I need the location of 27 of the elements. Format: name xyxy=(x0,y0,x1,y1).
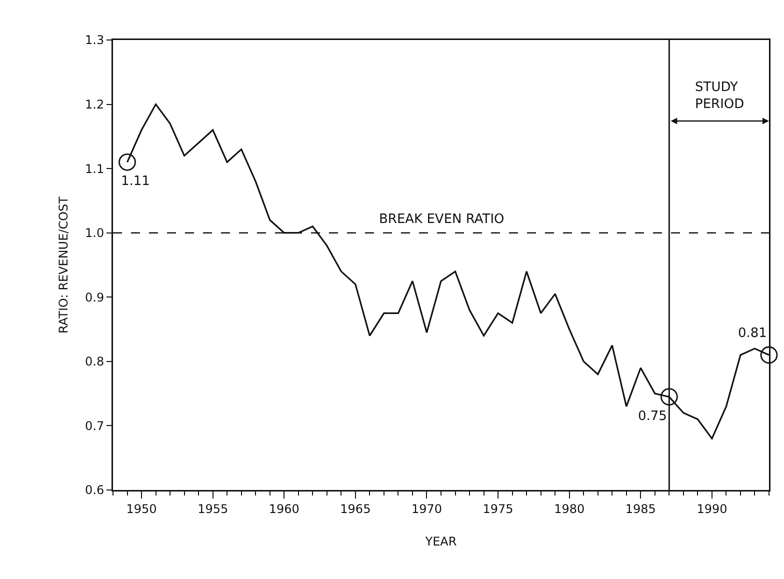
y-tick-label: 1.2 xyxy=(85,97,104,112)
point xyxy=(118,153,136,171)
y-tick-label: 0.9 xyxy=(85,290,104,304)
annotation: STUDY PERIOD xyxy=(695,80,744,112)
point xyxy=(660,388,678,406)
x-tick-label: 1965 xyxy=(340,502,371,516)
data-label: 0.81 xyxy=(738,326,767,341)
x-tick-label: 1985 xyxy=(625,502,656,516)
x-tick-label: 1970 xyxy=(411,502,442,516)
y-tick-label: 1.1 xyxy=(85,162,104,176)
y-tick-label: 0.7 xyxy=(85,418,104,433)
x-tick-label: 1975 xyxy=(482,502,514,516)
x-tick-label: 1980 xyxy=(554,502,585,516)
data-label: 0.75 xyxy=(638,409,667,424)
x-axis-title: YEAR xyxy=(424,534,457,549)
y-tick-label: 1.3 xyxy=(85,33,104,48)
y-tick-label: 0.8 xyxy=(85,354,104,369)
y-tick-label: 0.6 xyxy=(85,483,104,498)
point xyxy=(760,346,778,364)
ref-line-label: BREAK EVEN RATIO xyxy=(379,212,504,227)
x-tick-label: 1950 xyxy=(126,502,157,516)
x-tick-label: 1955 xyxy=(198,502,228,516)
x-tick-label: 1960 xyxy=(268,502,300,516)
data-label: 1.11 xyxy=(121,174,150,189)
y-axis-title: RATIO: REVENUE/COST xyxy=(56,196,71,334)
y-tick-label: 1.0 xyxy=(85,226,104,240)
x-tick-label: 1990 xyxy=(696,502,728,516)
